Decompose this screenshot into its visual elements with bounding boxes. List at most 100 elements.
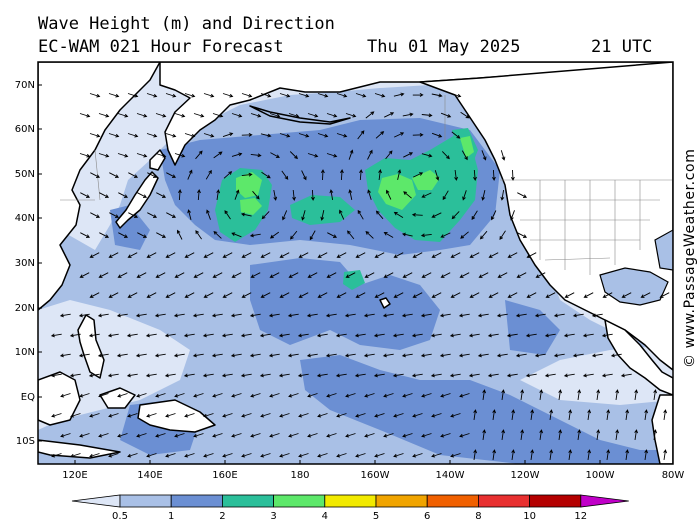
colorbar-segment: [221, 494, 274, 508]
wave-arrow: [136, 393, 147, 398]
wave-arrow: [307, 433, 318, 438]
wave-arrow: [222, 93, 234, 98]
wave-arrow: [202, 373, 214, 378]
wave-arrow: [344, 353, 356, 358]
wave-arrow: [479, 230, 488, 240]
wave-arrow: [450, 252, 461, 258]
wave-arrow: [279, 413, 290, 418]
wave-arrow: [279, 133, 291, 138]
wave-arrow: [336, 413, 347, 418]
colorbar-low-cap: [71, 494, 121, 508]
wave-arrow: [411, 212, 423, 217]
wave-arrow: [450, 453, 461, 458]
wave-arrow: [501, 429, 506, 440]
wave-arrow: [279, 292, 290, 298]
wave-arrow: [458, 353, 470, 358]
wave-arrow: [278, 333, 290, 338]
wave-arrow: [397, 169, 402, 181]
wave-arrow: [572, 313, 584, 318]
wave-arrow: [431, 292, 442, 298]
wave-arrow: [320, 210, 325, 221]
wave-arrow: [174, 272, 185, 278]
wave-arrow: [184, 252, 195, 258]
wave-arrow: [339, 209, 345, 220]
wave-arrow: [108, 292, 119, 298]
wave-arrow: [298, 453, 309, 458]
wave-arrow: [373, 373, 385, 378]
gulf-of-mexico: [599, 267, 669, 306]
wave-arrow: [355, 292, 366, 298]
wave-arrow: [145, 373, 157, 378]
wave-arrow: [492, 449, 497, 460]
wave-arrow: [154, 353, 166, 358]
wave-arrow: [450, 292, 461, 298]
wave-arrow: [525, 333, 537, 338]
wave-arrow: [193, 433, 204, 438]
wave-arrow: [89, 93, 101, 98]
wave-arrow: [374, 413, 385, 418]
wave-arrow: [136, 433, 147, 438]
wave-arrow: [473, 409, 478, 420]
wave-arrow: [384, 112, 395, 118]
wave-arrow: [231, 433, 242, 438]
wave-arrow: [306, 313, 318, 318]
wave-arrow: [517, 232, 528, 238]
wave-arrow: [88, 333, 100, 338]
wave-arrow: [202, 333, 214, 338]
wave-arrow: [156, 232, 167, 238]
wave-arrow: [126, 333, 138, 338]
wave-arrow: [515, 353, 527, 358]
wave-arrow: [534, 313, 546, 318]
wave-arrow: [549, 449, 554, 460]
wave-arrow: [193, 113, 205, 118]
colorbar-legend: 0.5 1 2 3 4 5 6 8 10 12: [71, 494, 629, 522]
wave-arrow: [127, 413, 138, 418]
wave-arrow: [307, 153, 319, 158]
wave-arrow: [128, 212, 139, 218]
wave-arrow: [273, 190, 278, 201]
wave-arrow: [663, 449, 668, 460]
latitude-label: 20N: [15, 303, 35, 314]
wave-arrow: [325, 313, 337, 318]
wave-arrow: [345, 113, 357, 118]
wave-arrow: [116, 313, 128, 318]
wave-arrow: [260, 252, 271, 258]
wave-arrow: [108, 252, 119, 258]
wave-arrow: [459, 433, 470, 438]
latitude-label: 50N: [15, 169, 35, 180]
wave-arrow: [440, 393, 451, 398]
wave-arrow: [155, 153, 167, 158]
wave-arrow: [307, 393, 318, 398]
wave-arrow: [572, 353, 584, 358]
wave-arrow: [241, 453, 252, 458]
wave-arrow: [500, 190, 505, 201]
longitude-axis: 120E 140E 160E 180 160W 140W 120W 100W 80W: [62, 460, 684, 481]
wave-arrow: [374, 252, 385, 258]
wave-arrow: [297, 333, 309, 338]
wave-arrow: [281, 170, 289, 180]
wave-arrow: [307, 113, 319, 118]
wave-arrow: [625, 449, 630, 460]
wave-arrow: [288, 393, 299, 398]
wave-arrow: [602, 292, 613, 298]
wave-arrow: [451, 131, 461, 139]
wave-arrow: [269, 272, 280, 278]
wave-arrow: [473, 449, 478, 460]
wave-arrow: [401, 353, 413, 358]
wave-arrow: [374, 93, 386, 98]
wave-arrow: [117, 393, 128, 398]
wave-arrow: [146, 93, 158, 98]
wave-arrow: [481, 189, 486, 201]
wave-arrow: [492, 169, 496, 181]
colorbar-segment: [119, 494, 172, 508]
wave-arrow: [601, 333, 613, 338]
wave-arrow: [197, 189, 201, 201]
wave-arrow: [135, 353, 147, 358]
wave-arrow: [640, 292, 651, 298]
wave-arrow: [359, 169, 363, 181]
wave-arrow: [59, 353, 71, 358]
wave-arrow: [187, 169, 193, 180]
wave-arrow: [174, 393, 185, 398]
wave-arrow: [545, 292, 556, 298]
wave-arrow: [375, 210, 384, 220]
